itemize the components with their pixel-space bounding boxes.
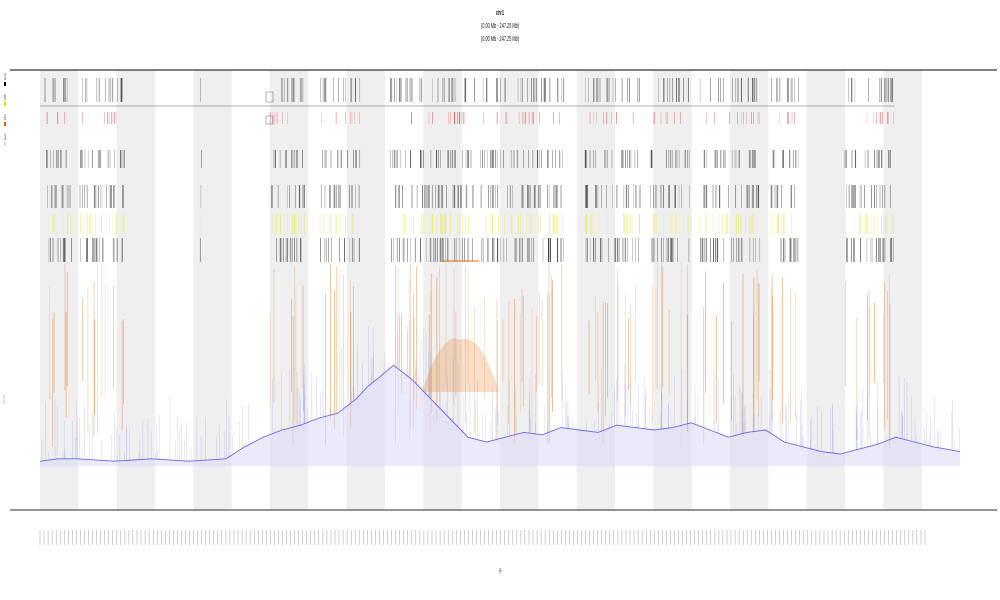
gene-row-lower bbox=[47, 185, 891, 208]
coverage-fill bbox=[40, 365, 960, 466]
chart-subtitle-1: (0.00 Mb - 247.25 Mb) bbox=[480, 23, 520, 30]
peak-marker bbox=[421, 260, 500, 392]
band-20 bbox=[806, 70, 845, 510]
cnv-spikes bbox=[49, 262, 891, 448]
gene-row-middle bbox=[46, 150, 891, 168]
legend-label-cnv: CNV bbox=[3, 113, 7, 121]
legend-item-exon[interactable]: Exon bbox=[3, 133, 8, 146]
track-frame bbox=[10, 69, 997, 511]
row-label-box-2 bbox=[265, 115, 274, 125]
legend: Gene SNP CNV Exon bbox=[3, 72, 13, 158]
band-22 bbox=[883, 70, 922, 510]
legend-item-cnv[interactable]: CNV bbox=[3, 113, 8, 126]
y-axis-label: density bbox=[2, 395, 6, 405]
legend-item-snp[interactable]: SNP bbox=[3, 93, 8, 106]
legend-label-snp: SNP bbox=[3, 93, 7, 101]
dense-feature-row bbox=[48, 238, 894, 262]
coverage-line bbox=[39, 364, 961, 462]
row-label-box-1 bbox=[265, 91, 274, 103]
gene-row-top bbox=[44, 78, 894, 125]
legend-item-gene[interactable]: Gene bbox=[3, 72, 8, 86]
chart-title-block: chr1 (0.00 Mb - 247.25 Mb) (0.00 Mb - 24… bbox=[0, 7, 1000, 46]
band-4 bbox=[193, 70, 232, 510]
legend-label-exon: Exon bbox=[3, 133, 7, 141]
legend-swatch-cnv bbox=[4, 122, 7, 126]
legend-label-gene: Gene bbox=[3, 72, 7, 81]
coverage-area bbox=[39, 312, 961, 466]
gene-row-red bbox=[46, 112, 895, 124]
x-axis-ticks bbox=[39, 530, 926, 545]
snp-row-yellow bbox=[52, 214, 894, 234]
band-2 bbox=[116, 70, 155, 510]
chart-title: chr1 bbox=[495, 10, 505, 17]
legend-swatch-snp bbox=[4, 102, 7, 106]
peak-bump bbox=[421, 338, 500, 392]
chart-subtitle-2: (0.00 Mb - 247.25 Mb) bbox=[480, 36, 520, 43]
legend-swatch-exon bbox=[4, 142, 7, 146]
x-axis-label: Mb bbox=[498, 568, 503, 574]
legend-swatch-gene bbox=[4, 82, 7, 86]
band-0 bbox=[40, 70, 79, 510]
